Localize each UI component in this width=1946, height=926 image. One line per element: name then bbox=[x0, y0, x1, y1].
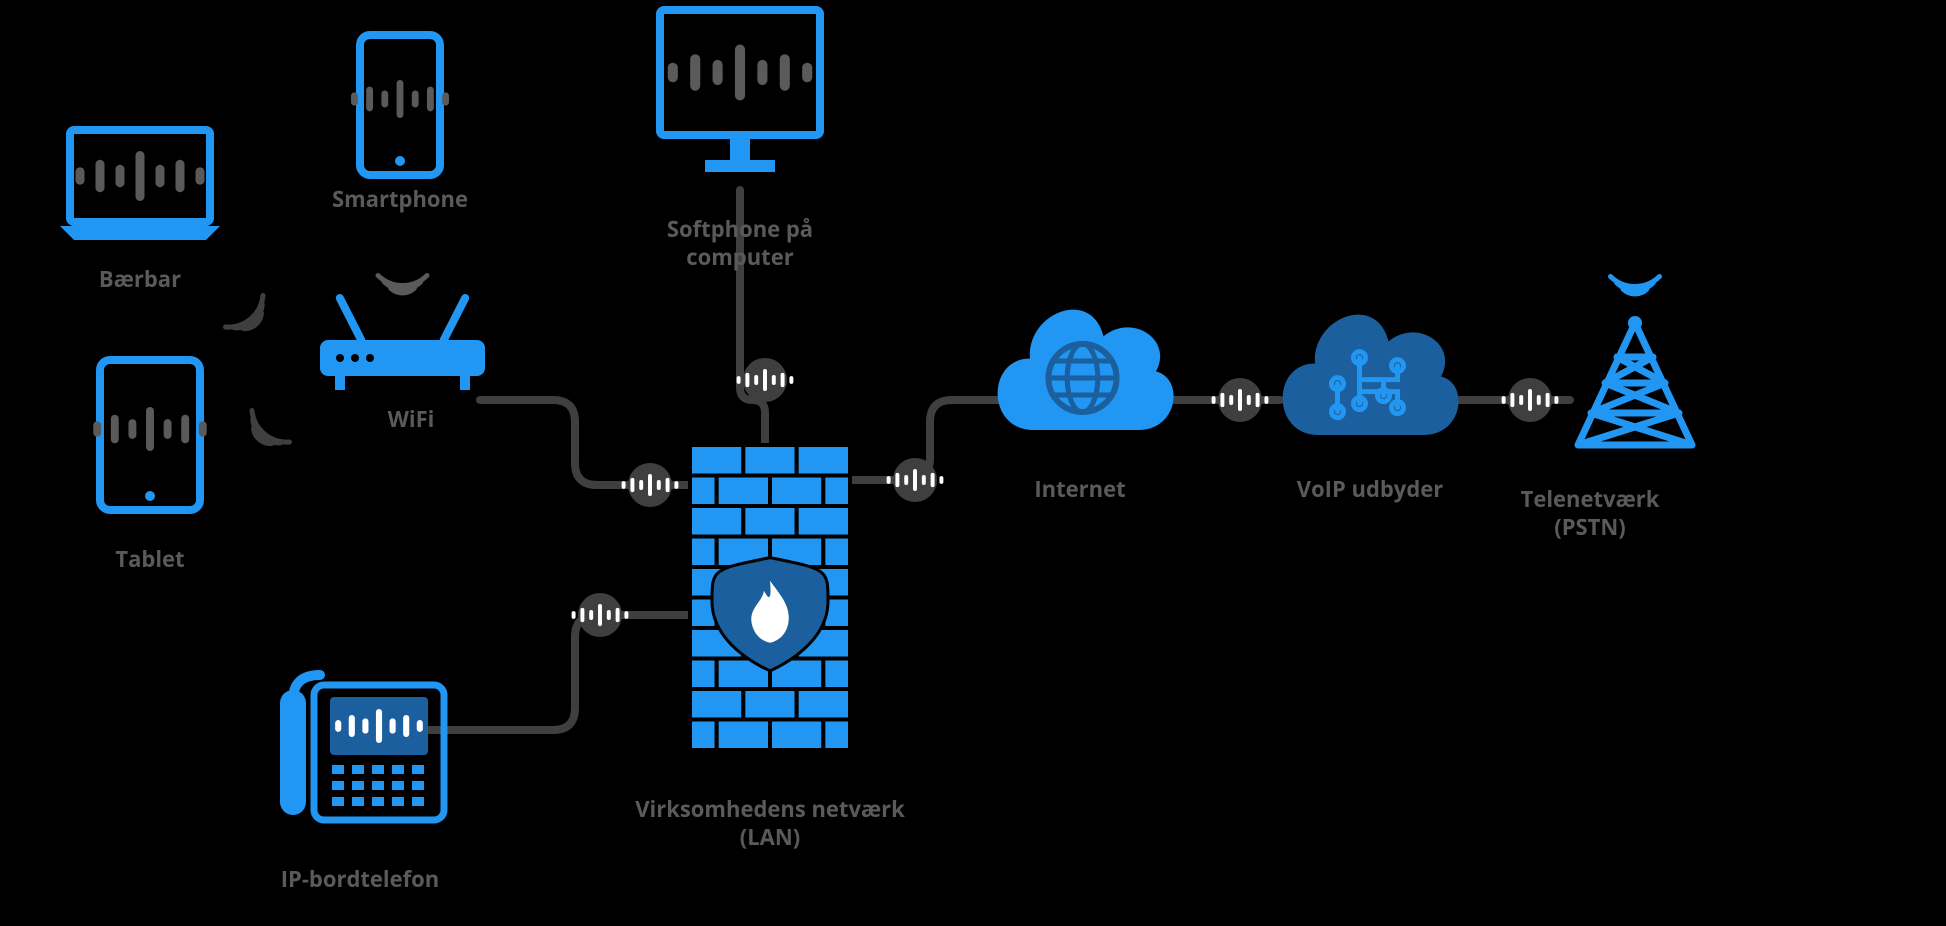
label-smartphone: Smartphone bbox=[250, 186, 550, 214]
label-softphone: Softphone på computer bbox=[590, 216, 890, 271]
label-pstn: Telenetværk (PSTN) bbox=[1440, 486, 1740, 541]
diagram-svg bbox=[0, 0, 1946, 926]
label-laptop: Bærbar bbox=[0, 266, 290, 294]
label-firewall: Virksomhedens netværk (LAN) bbox=[620, 796, 920, 851]
network-diagram: Bærbar Smartphone Tablet WiFi Softphone på c… bbox=[0, 0, 1946, 926]
label-tablet: Tablet bbox=[0, 546, 300, 574]
label-ipphone: IP-bordtelefon bbox=[210, 866, 510, 894]
label-internet: Internet bbox=[930, 476, 1230, 504]
label-wifi: WiFi bbox=[261, 406, 561, 434]
